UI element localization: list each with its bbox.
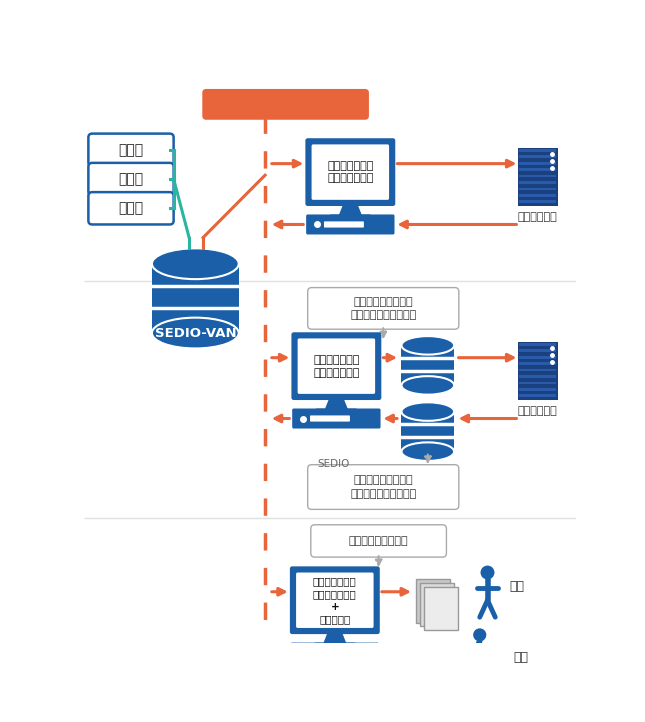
Ellipse shape <box>481 565 495 580</box>
FancyBboxPatch shape <box>88 192 174 225</box>
Polygon shape <box>339 204 362 216</box>
Bar <box>518 148 558 206</box>
Text: インターネット
受発注システム: インターネット 受発注システム <box>327 161 373 183</box>
Text: 注文書発行（印刷）: 注文書発行（印刷） <box>349 536 408 546</box>
FancyBboxPatch shape <box>312 144 389 200</box>
Polygon shape <box>401 412 454 452</box>
Text: 各社システム: 各社システム <box>518 212 558 222</box>
Text: インターネット
受発注システム: インターネット 受発注システム <box>313 355 359 378</box>
Bar <box>519 343 557 346</box>
Ellipse shape <box>473 628 486 641</box>
Polygon shape <box>323 632 346 644</box>
Bar <box>519 394 557 397</box>
Text: 各社システム: 各社システム <box>518 406 558 416</box>
Text: SEDIO: SEDIO <box>318 459 350 469</box>
Bar <box>519 188 557 191</box>
Bar <box>519 168 557 171</box>
FancyBboxPatch shape <box>311 525 446 557</box>
Polygon shape <box>324 398 348 410</box>
Bar <box>416 580 450 622</box>
FancyBboxPatch shape <box>308 287 459 329</box>
Ellipse shape <box>401 402 454 421</box>
Bar <box>519 181 557 184</box>
Text: SEDIO-VAN: SEDIO-VAN <box>155 326 236 339</box>
Text: 入力: 入力 <box>513 651 528 664</box>
FancyBboxPatch shape <box>308 650 348 656</box>
Text: インターネット
受発注システム
+
注文書発行: インターネット 受発注システム + 注文書発行 <box>313 576 357 625</box>
Bar <box>519 175 557 178</box>
Bar <box>519 381 557 384</box>
Bar <box>420 583 454 627</box>
Text: 卵売業: 卵売業 <box>119 172 144 186</box>
FancyBboxPatch shape <box>292 409 381 429</box>
FancyBboxPatch shape <box>310 415 350 422</box>
FancyBboxPatch shape <box>290 566 380 634</box>
Bar <box>519 155 557 158</box>
Polygon shape <box>401 345 454 386</box>
Text: 小売業: 小売業 <box>119 201 144 215</box>
Bar <box>519 356 557 359</box>
Polygon shape <box>152 264 239 333</box>
FancyBboxPatch shape <box>297 339 375 394</box>
Bar <box>424 587 458 630</box>
FancyBboxPatch shape <box>308 465 459 509</box>
FancyBboxPatch shape <box>306 214 395 235</box>
Ellipse shape <box>401 376 454 395</box>
Text: 標準フォーマットに
変換してアップロード: 標準フォーマットに 変換してアップロード <box>350 476 417 499</box>
FancyBboxPatch shape <box>314 643 356 653</box>
Text: 各社フォーマットに
変換してダウンロード: 各社フォーマットに 変換してダウンロード <box>350 297 417 320</box>
Ellipse shape <box>401 443 454 461</box>
Bar <box>519 162 557 165</box>
Ellipse shape <box>152 318 239 349</box>
Bar <box>519 362 557 365</box>
Text: インターネット接続: インターネット接続 <box>241 95 331 113</box>
Bar <box>519 388 557 391</box>
FancyBboxPatch shape <box>292 332 381 400</box>
FancyBboxPatch shape <box>296 573 373 628</box>
FancyBboxPatch shape <box>291 643 379 663</box>
FancyBboxPatch shape <box>330 214 372 225</box>
Text: 製造業: 製造業 <box>119 143 144 157</box>
Bar <box>519 194 557 196</box>
FancyBboxPatch shape <box>315 409 357 419</box>
Bar <box>519 375 557 378</box>
Bar <box>519 369 557 372</box>
Ellipse shape <box>152 248 239 279</box>
Text: 手配: 手配 <box>509 580 524 593</box>
Ellipse shape <box>401 336 454 355</box>
Bar <box>519 349 557 352</box>
Bar <box>519 149 557 152</box>
FancyBboxPatch shape <box>203 89 369 120</box>
FancyBboxPatch shape <box>305 138 395 206</box>
Bar <box>519 200 557 203</box>
FancyBboxPatch shape <box>88 163 174 195</box>
Bar <box>518 342 558 400</box>
FancyBboxPatch shape <box>324 222 364 227</box>
FancyBboxPatch shape <box>88 134 174 166</box>
